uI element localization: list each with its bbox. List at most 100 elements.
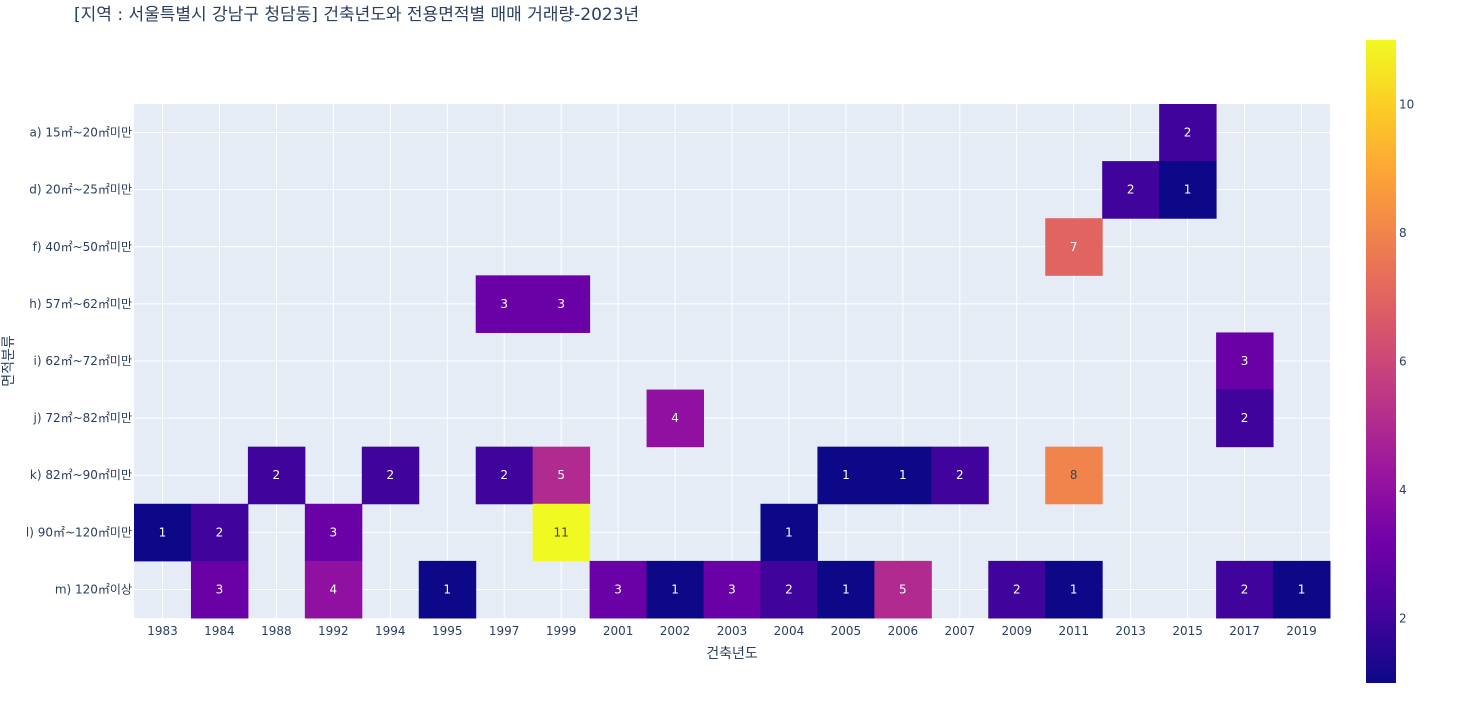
cell-value-label: 2 [216,525,224,539]
heatmap-cell [304,560,363,619]
x-tick-label: 1994 [375,624,406,638]
x-tick-label: 2019 [1286,624,1317,638]
cell-value-label: 1 [899,468,907,482]
heatmap-cell [134,503,192,562]
y-tick-label: d) 20㎡~25㎡미만 [29,183,132,197]
heatmap-cell [874,560,932,619]
heatmap-cells: 22 173 334 22 2 2 5 1 1 2 81 2 3 11 13 4 1 3 1 3 2 1 5 2 1 2 1 [134,104,1331,619]
cell-value-label: 2 [1127,183,1135,197]
chart-title: [지역 : 서울특별시 강남구 청담동] 건축년도와 전용면적별 매매 거래량-… [74,5,640,25]
y-tick-label: i) 62㎡~72㎡미만 [33,354,132,368]
heatmap-cell [247,446,306,505]
cell-value-label: 11 [554,525,569,539]
x-tick-label: 1997 [489,624,520,638]
heatmap-cell [817,560,875,619]
heatmap-cell [1216,560,1274,619]
cell-value-label: 2 [500,468,508,482]
heatmap-cell [1216,389,1274,448]
cell-value-label: 2 [1013,582,1021,596]
x-tick-label: 1999 [546,624,577,638]
heatmap-cell [1045,218,1103,276]
cell-value-label: 1 [671,582,679,596]
x-tick-label: 2011 [1058,624,1089,638]
cell-value-label: 3 [728,582,736,596]
cell-value-label: 3 [557,297,565,311]
cell-value-label: 4 [671,411,679,425]
y-axis-title: 면적분류 [1,335,17,387]
cell-value-label: 8 [1070,468,1078,482]
heatmap-cell [1159,104,1217,162]
heatmap-cell [361,446,420,505]
y-tick-label: j) 72㎡~82㎡미만 [32,411,132,425]
heatmap-cell [988,560,1046,619]
x-tick-label: 1983 [147,624,178,638]
cell-value-label: 2 [785,582,793,596]
heatmap-cell [1102,161,1160,219]
heatmap-cell [190,503,249,562]
heatmap-cell [646,389,705,448]
colorbar-tick-label: 10 [1399,97,1414,111]
x-tick-label: 2013 [1115,624,1146,638]
cell-value-label: 3 [614,582,622,596]
heatmap-cell [418,560,477,619]
heatmap-cell [532,503,591,562]
x-tick-label: 2017 [1229,624,1260,638]
cell-value-label: 2 [1184,126,1192,140]
heatmap-cell [475,275,534,333]
heatmap-cell [703,560,761,619]
colorbar-tick-label: 2 [1399,612,1407,626]
cell-value-label: 1 [443,582,451,596]
cell-value-label: 2 [956,468,964,482]
x-tick-label: 2006 [888,624,919,638]
heatmap-cell [1216,332,1274,391]
cell-value-label: 3 [330,525,338,539]
heatmap-cell [589,560,648,619]
cell-value-label: 1 [159,525,167,539]
x-tick-label: 2005 [831,624,862,638]
y-axis-ticks: a) 15㎡~20㎡미만 d) 20㎡~25㎡미만 f) 40㎡~50㎡미만 h) 5… [26,126,132,597]
heatmap-cell [304,503,363,562]
cell-value-label: 2 [273,468,281,482]
cell-value-label: 2 [1241,411,1249,425]
heatmap-cell [931,446,989,505]
y-tick-label: h) 57㎡~62㎡미만 [29,297,132,311]
x-tick-label: 2015 [1172,624,1203,638]
y-tick-label: l) 90㎡~120㎡미만 [26,525,132,539]
x-tick-label: 1984 [204,624,235,638]
cell-value-label: 3 [216,582,224,596]
x-tick-label: 2009 [1001,624,1032,638]
heatmap-cell [817,446,875,505]
colorbar-ticks: 2 4 6 8 10 [1399,97,1414,625]
cell-value-label: 2 [1241,582,1249,596]
x-tick-label: 2001 [603,624,634,638]
x-tick-label: 1988 [261,624,292,638]
x-tick-label: 2002 [660,624,691,638]
heatmap-cell [1273,560,1331,619]
x-tick-label: 2007 [945,624,976,638]
x-tick-label: 1995 [432,624,463,638]
cell-value-label: 5 [899,582,907,596]
y-tick-label: m) 120㎡이상 [55,582,132,596]
cell-value-label: 1 [1298,582,1306,596]
heatmap-cell [532,446,591,505]
x-tick-label: 1992 [318,624,349,638]
y-tick-label: k) 82㎡~90㎡미만 [30,468,132,482]
colorbar-tick-label: 4 [1399,483,1407,497]
heatmap-cell [1159,161,1217,219]
colorbar-tick-label: 8 [1399,226,1407,240]
heatmap-cell [190,560,249,619]
y-tick-label: a) 15㎡~20㎡미만 [29,126,132,140]
cell-value-label: 3 [500,297,508,311]
heatmap-cell [874,446,932,505]
cell-value-label: 3 [1241,354,1249,368]
heatmap-cell [760,503,818,562]
heatmap-cell [532,275,591,333]
y-tick-label: f) 40㎡~50㎡미만 [33,240,132,254]
cell-value-label: 1 [842,468,850,482]
cell-value-label: 5 [557,468,565,482]
x-axis-title: 건축년도 [706,646,758,662]
heatmap-cell [1045,446,1103,505]
x-tick-label: 2004 [774,624,805,638]
cell-value-label: 1 [1184,183,1192,197]
